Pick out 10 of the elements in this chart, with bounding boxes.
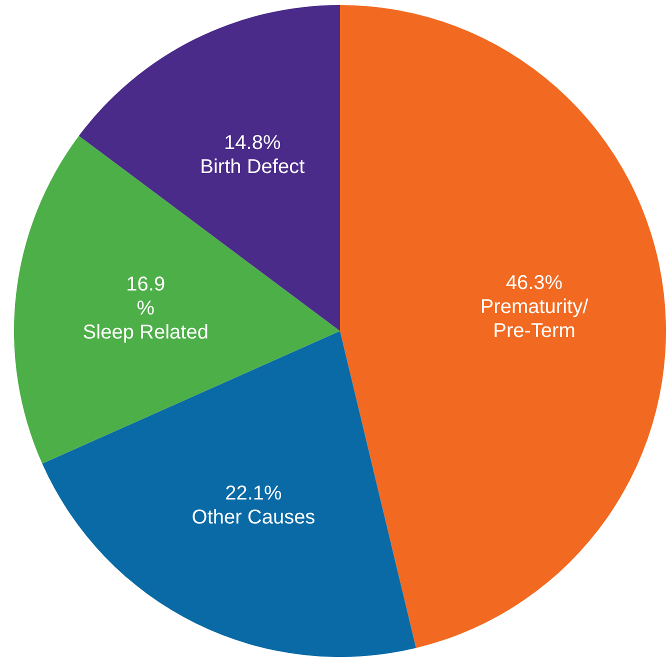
data-label: 46.3% [506,272,563,294]
slice-label: Prematurity/ Pre-Term [480,296,589,342]
pie-slice [14,136,340,464]
data-label: 16.9 % [126,274,166,320]
data-label: 14.8% [224,132,281,154]
slice-label: Other Causes [192,506,316,529]
pie-slice [340,5,666,648]
slice-label: Birth Defect [200,156,306,178]
data-label: 22.1% [225,482,282,505]
slice-label: Sleep Related [82,322,208,344]
